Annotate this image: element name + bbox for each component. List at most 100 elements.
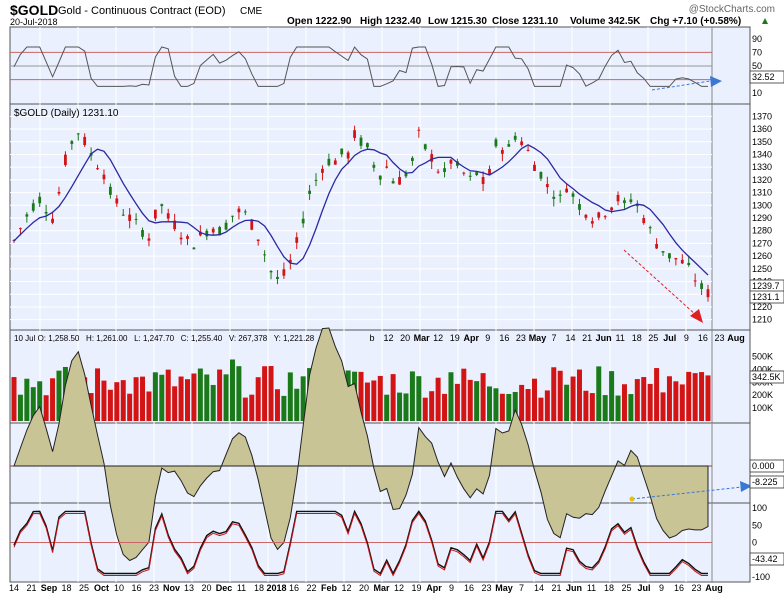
axis-labels: 1370136013501340133013201310130012901280… — [9, 111, 772, 593]
x-axis-tick-label-top: 9 — [485, 333, 490, 343]
price-axis-tick-label: 1300 — [752, 200, 772, 210]
volume-bar — [544, 390, 550, 421]
open-value: Open 1222.90 — [287, 16, 352, 27]
volume-bar — [699, 372, 705, 421]
x-axis-tick-label-bottom: Feb — [321, 583, 338, 593]
volume-bar — [43, 395, 49, 421]
volume-bar — [287, 372, 293, 421]
price-bar-body — [526, 149, 530, 151]
rsi-line — [13, 46, 708, 87]
price-bar-body — [455, 161, 459, 166]
price-bar-body — [610, 207, 614, 211]
price-bar-body — [198, 231, 202, 236]
price-bar-body — [121, 214, 125, 216]
price-bar-body — [693, 280, 697, 282]
price-bar-body — [243, 211, 247, 213]
price-bar-body — [237, 208, 241, 213]
price-bar-body — [359, 137, 363, 146]
rsi-value-tag-box — [749, 70, 784, 84]
x-axis-tick-label-bottom: Nov — [163, 583, 180, 593]
x-axis-tick-label-bottom: 11 — [237, 583, 246, 593]
price-bar-body — [680, 259, 684, 264]
volume-bar — [532, 378, 537, 421]
x-axis-tick-label-bottom: 23 — [481, 583, 491, 593]
x-axis-tick-label-bottom: 21 — [551, 583, 561, 593]
macd-zero-tag-box — [749, 459, 784, 473]
volume-value: Volume 342.5K — [570, 16, 641, 27]
volume-bar — [165, 369, 171, 421]
x-axis-tick-label-bottom: 9 — [659, 583, 664, 593]
volume-bar — [666, 376, 672, 421]
price-bar-body — [263, 254, 267, 256]
price-bar-body — [623, 200, 626, 204]
price-bar-body — [366, 143, 369, 148]
volume-bar — [538, 397, 544, 421]
ma-value-tag: 1239.7 — [752, 281, 780, 291]
price-bar-body — [449, 159, 453, 164]
rsi-indicator: 9070503010 — [10, 34, 762, 98]
volume-bar — [673, 381, 679, 421]
x-axis-tick-label-bottom: 12 — [341, 583, 351, 593]
volume-bar — [583, 390, 589, 421]
x-axis-tick-label-top: 14 — [566, 333, 576, 343]
volume-bar — [56, 370, 62, 421]
price-bar-body — [218, 227, 222, 236]
volume-bar — [17, 394, 23, 421]
price-bar-body — [205, 230, 209, 237]
volume-bar — [390, 374, 396, 421]
x-axis-tick-label-bottom: Dec — [216, 583, 233, 593]
x-axis-tick-label-bottom: 16 — [464, 583, 474, 593]
volume-bar — [454, 383, 460, 421]
price-bar-body — [494, 139, 498, 147]
price-axis-tick-label: 1270 — [752, 238, 772, 248]
volume-bar — [589, 393, 595, 421]
chart-date: 20-Jul-2018 — [10, 17, 58, 27]
price-bar-body — [597, 212, 601, 218]
price-bar-body — [83, 136, 87, 146]
instrument-name: Gold - Continuous Contract (EOD) — [58, 5, 226, 17]
price-bar-body — [378, 175, 382, 180]
price-bar-body — [166, 213, 170, 219]
moving-average-line — [13, 144, 709, 276]
x-axis-tick-label-top: 9 — [684, 333, 689, 343]
price-bar-body — [578, 204, 581, 210]
volume-bar — [95, 368, 101, 421]
volume-bar — [101, 380, 107, 421]
volume-bar — [236, 366, 242, 421]
volume-bar — [442, 393, 448, 421]
volume-value-tag-box — [749, 370, 784, 384]
volume-axis-tick-label: 100K — [752, 403, 773, 413]
volume-bar — [519, 384, 525, 421]
price-axis-tick-label: 1260 — [752, 251, 772, 261]
price-bar-body — [565, 188, 569, 193]
macd-zero-tag: 0.000 — [752, 461, 775, 471]
volume-bar — [152, 372, 158, 421]
x-axis-tick-label-bottom: Mar — [373, 583, 390, 593]
price-bar-body — [423, 144, 427, 150]
volume-bar — [564, 384, 570, 421]
volume-bar — [557, 370, 563, 421]
x-axis-tick-label-bottom: 20 — [201, 583, 211, 593]
volume-bar — [358, 371, 364, 421]
volume-bar — [384, 394, 390, 421]
price-bar-body — [700, 283, 703, 289]
stoch-line — [13, 509, 708, 576]
volume-bar — [499, 393, 505, 421]
price-bar-body — [500, 150, 504, 154]
x-axis-tick-label-bottom: 25 — [79, 583, 89, 593]
volume-bar — [596, 366, 602, 421]
price-bar-body — [706, 289, 710, 298]
volume-bar — [397, 392, 403, 421]
volume-bar — [191, 373, 197, 421]
price-bar-body — [353, 130, 356, 138]
volume-bar — [30, 387, 36, 421]
volume-bar — [255, 377, 261, 421]
x-axis-tick-label-top: 23 — [714, 333, 724, 343]
x-axis-tick-label-top: 18 — [632, 333, 642, 343]
macd-arrow-head-icon — [740, 481, 752, 492]
watermark: @StockCharts.com — [689, 4, 775, 15]
price-bar-body — [372, 164, 376, 168]
close-value-tag: 1231.1 — [752, 292, 780, 302]
volume-bar — [114, 382, 120, 421]
